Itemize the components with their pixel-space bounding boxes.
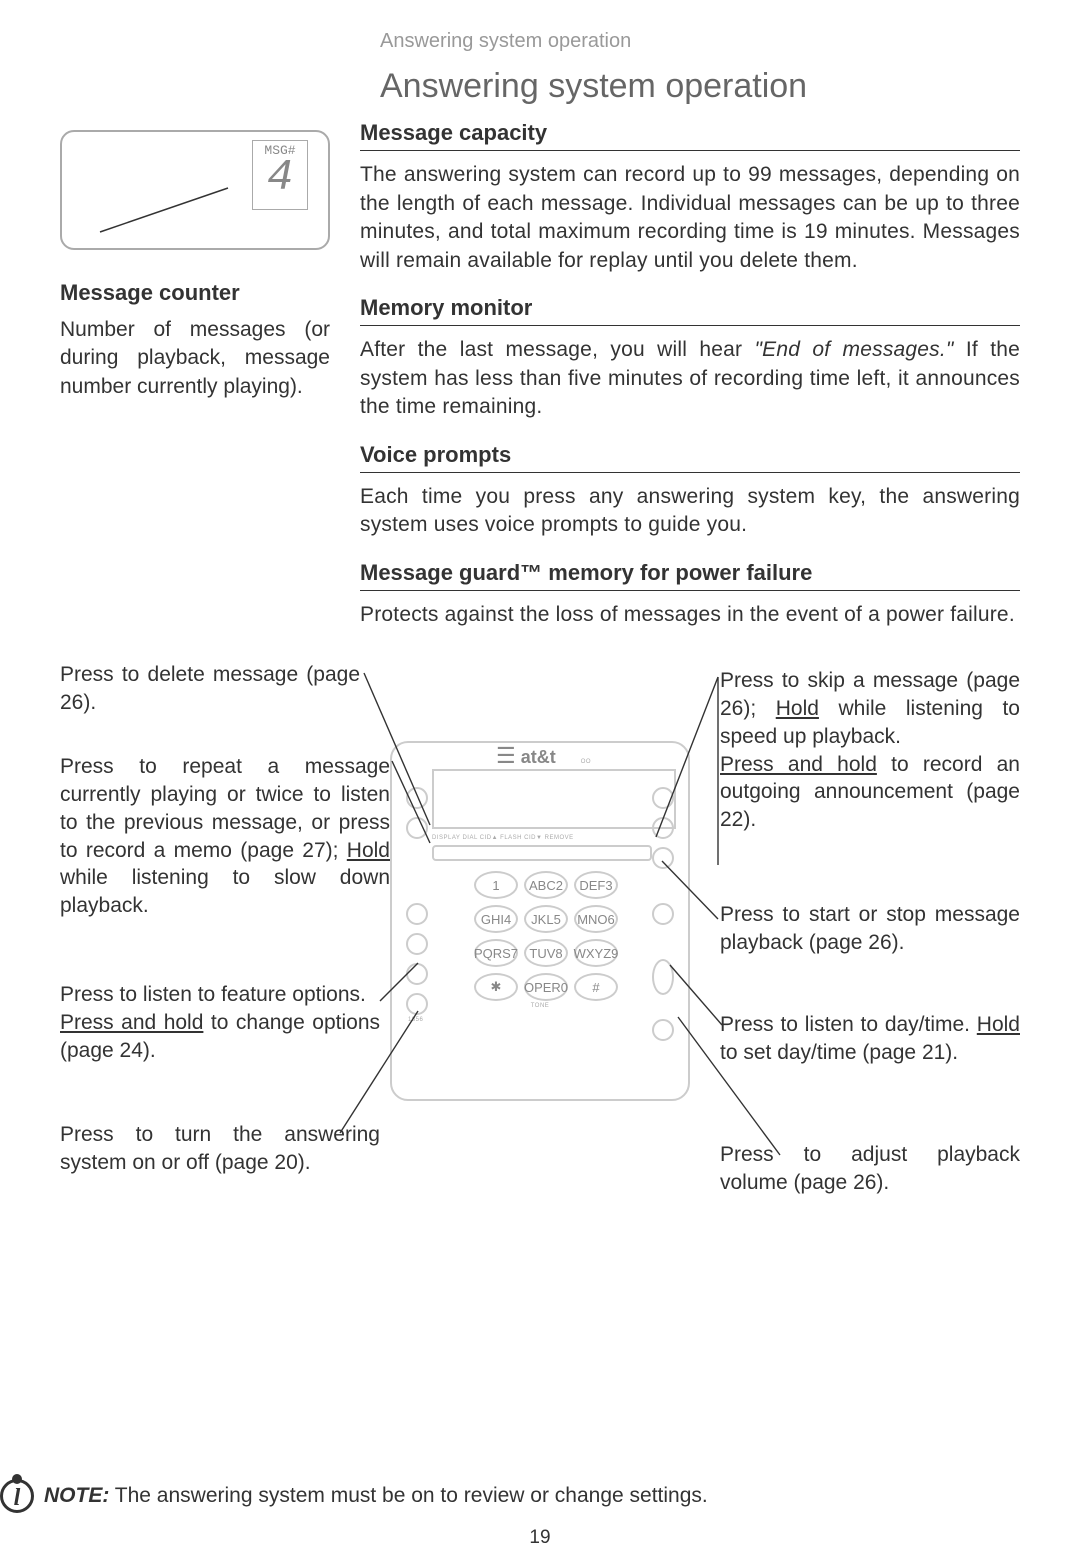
section-body-2: Each time you press any answering system… bbox=[360, 483, 1020, 540]
msg-counter-box: MSG# 4 bbox=[252, 140, 308, 210]
section-title-2: Voice prompts bbox=[360, 442, 1020, 473]
page-title: Answering system operation bbox=[380, 67, 1020, 106]
breadcrumb: Answering system operation bbox=[380, 30, 1020, 53]
callout-skip: Press to skip a message (page 26); Hold … bbox=[720, 667, 1020, 833]
callout-repeat: Press to repeat a message currently play… bbox=[60, 753, 390, 919]
msg-counter-value: 4 bbox=[267, 158, 293, 200]
section-title-1: Memory monitor bbox=[360, 295, 1020, 326]
phone-illustration: ☰ at&t OO DISPLAY DIAL CID▲ FLASH CID▼ R… bbox=[390, 741, 690, 1101]
info-icon: l bbox=[0, 1479, 34, 1513]
callout-volume: Press to adjust playback volume (page 26… bbox=[720, 1141, 1020, 1196]
callout-onoff: Press to turn the answering system on or… bbox=[60, 1121, 380, 1176]
message-counter-body: Number of messages (or during playback, … bbox=[60, 316, 330, 401]
section-body-3: Protects against the loss of messages in… bbox=[360, 601, 1020, 630]
callout-feature: Press to listen to feature options. Pres… bbox=[60, 981, 380, 1064]
callout-delete: Press to delete message (page 26). bbox=[60, 661, 360, 716]
section-body-1: After the last message, you will hear "E… bbox=[360, 336, 1020, 422]
message-counter-heading: Message counter bbox=[60, 280, 330, 306]
callout-playstop: Press to start or stop message playback … bbox=[720, 901, 1020, 956]
callout-daytime: Press to listen to day/time. Hold to set… bbox=[720, 1011, 1020, 1066]
section-title-0: Message capacity bbox=[360, 120, 1020, 151]
section-body-0: The answering system can record up to 99… bbox=[360, 161, 1020, 275]
att-logo: ☰ at&t OO bbox=[496, 743, 688, 769]
page-number: 19 bbox=[529, 1527, 550, 1549]
section-title-3: Message guard™ memory for power failure bbox=[360, 560, 1020, 591]
note: l NOTE: The answering system must be on … bbox=[0, 1479, 1080, 1513]
display-illustration: MSG# 4 bbox=[60, 130, 330, 250]
